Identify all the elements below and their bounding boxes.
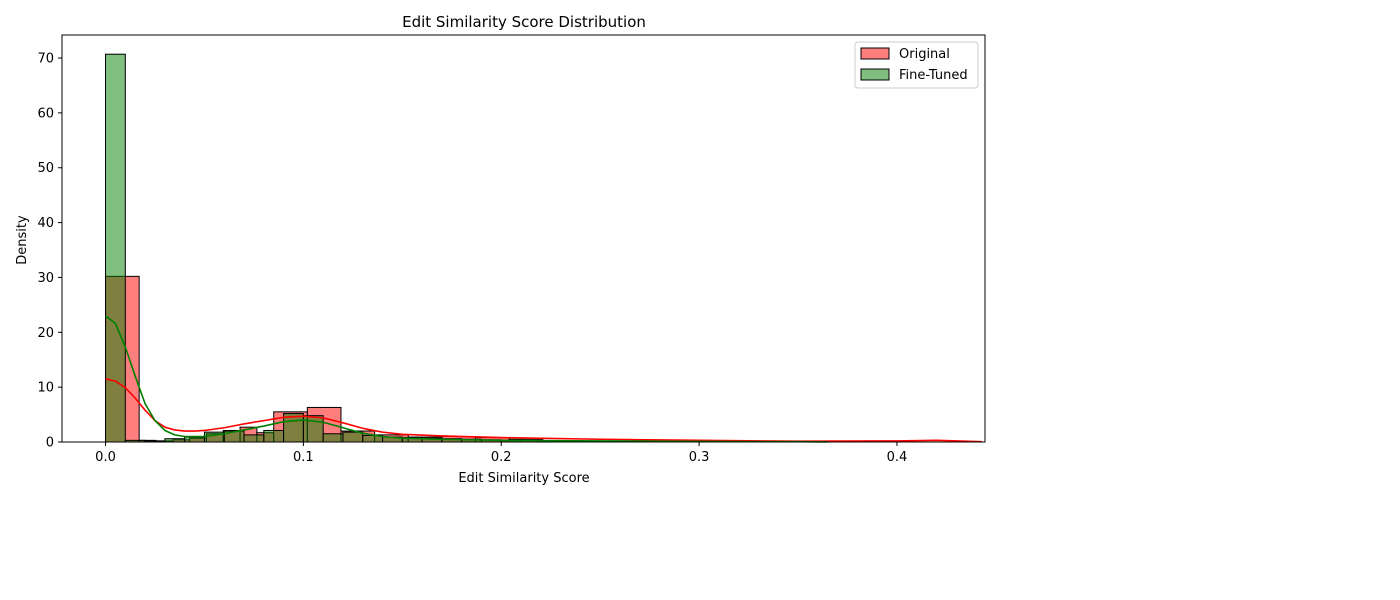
y-tick-label-3: 30 [37, 271, 54, 286]
y-tick-label-6: 60 [37, 106, 54, 121]
y-tick-label-2: 20 [37, 326, 54, 341]
bar-fine-tuned-7 [243, 434, 265, 443]
bar-fine-tuned-8 [263, 429, 285, 443]
legend-swatch-fine-tuned [860, 68, 890, 81]
x-tick-label-3: 0.3 [689, 450, 710, 465]
kde-line-fine-tuned [105, 315, 828, 443]
x-tick-label-1: 0.1 [293, 450, 314, 465]
x-tick-label-0: 0.0 [95, 450, 116, 465]
plot-frame [61, 34, 986, 443]
legend: Original Fine-Tuned [854, 41, 979, 89]
kde-line-original [105, 378, 983, 443]
y-tick-label-7: 70 [37, 52, 54, 67]
legend-label-fine-tuned: Fine-Tuned [899, 68, 968, 83]
plot-area [105, 53, 983, 443]
x-axis: 0.0 0.1 0.2 0.3 0.4 [95, 442, 907, 465]
y-tick-label-5: 50 [37, 161, 54, 176]
bar-fine-tuned-11 [322, 433, 344, 443]
bar-fine-tuned-4 [184, 436, 205, 443]
y-axis: 0 10 20 30 40 50 60 70 [37, 52, 62, 451]
legend-swatch-original [860, 47, 890, 60]
y-tick-label-1: 10 [37, 381, 54, 396]
y-axis-label: Density [15, 215, 30, 265]
y-tick-label-4: 40 [37, 216, 54, 231]
y-tick-label-0: 0 [46, 436, 54, 451]
bar-fine-tuned-12 [342, 431, 364, 443]
x-tick-label-4: 0.4 [887, 450, 908, 465]
x-axis-label: Edit Similarity Score [458, 471, 589, 486]
bar-fine-tuned-0 [105, 53, 126, 443]
x-tick-label-2: 0.2 [491, 450, 512, 465]
legend-label-original: Original [899, 47, 950, 62]
chart-title: Edit Similarity Score Distribution [402, 13, 646, 31]
